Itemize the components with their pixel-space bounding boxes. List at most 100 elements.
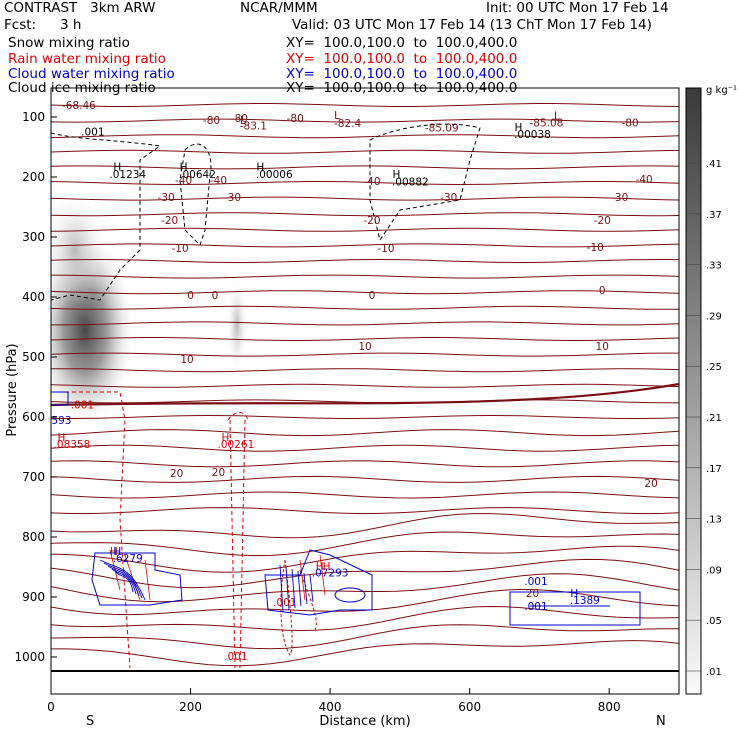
- y-tick-label: 1000: [14, 650, 45, 664]
- temperature-contour-line: [51, 290, 679, 295]
- contour-label: -40: [175, 175, 192, 187]
- contour-label: H: [316, 561, 324, 573]
- contour-label: .08358: [54, 439, 91, 451]
- contour-label: -80: [287, 113, 304, 125]
- temperature-contour-line: [51, 337, 679, 341]
- y-tick-label: 600: [22, 410, 45, 424]
- contour-label: -80: [231, 113, 248, 125]
- center-title: NCAR/MMM: [240, 0, 318, 16]
- contour-label: .001: [81, 127, 104, 139]
- contour-label: .01234: [109, 169, 146, 181]
- cloud-water-contour: [285, 566, 290, 611]
- temperature-contours: [51, 103, 679, 667]
- contour-label: .00642: [179, 169, 216, 181]
- temperature-contour-line: [51, 134, 679, 139]
- hydrometeor-contours: [51, 123, 641, 669]
- cloud-water-contour: [279, 564, 284, 613]
- temperature-contour-line: [51, 180, 679, 186]
- south-label: S: [86, 714, 94, 729]
- y-tick-label: 500: [22, 350, 45, 364]
- cloud-water-contour: [51, 391, 69, 406]
- colorbar-level: .09: [706, 565, 722, 576]
- field-name-rain: Rain water mixing ratio: [8, 51, 166, 67]
- contour-label: .00038: [514, 129, 551, 141]
- colorbar-level: .37: [706, 210, 722, 221]
- field-xy-snow: XY= 100.0,100.0 to 100.0,400.0: [286, 35, 518, 51]
- valid-time: Valid: 03 UTC Mon 17 Feb 14 (13 ChT Mon …: [292, 17, 652, 33]
- contour-labels: -80 -80 -80-80-40 -40 -40 -40-30 -30 -30 -30-20-…: [51, 100, 657, 663]
- temperature-contour-line: [51, 149, 679, 154]
- contour-label: L: [554, 110, 560, 122]
- north-label: N: [656, 714, 666, 729]
- cloud-water-contour: [103, 562, 143, 599]
- temperature-contour-line: [51, 258, 679, 264]
- y-tick-label: 800: [22, 530, 45, 544]
- colorbar-level: .33: [706, 261, 722, 272]
- cloud-water-contour: [111, 568, 137, 595]
- contour-label: .00261: [218, 439, 255, 451]
- contour-label: 593: [51, 415, 71, 427]
- temperature-contour-line: [51, 227, 679, 232]
- y-tick-label: 700: [22, 470, 45, 484]
- contour-label: .001: [71, 400, 94, 412]
- contour-label: 10: [358, 341, 371, 353]
- contour-label: -85.08: [529, 118, 563, 130]
- temperature-contour-line: [51, 212, 679, 217]
- contour-label: H: [515, 122, 523, 134]
- contour-label: 20: [212, 467, 225, 479]
- colorbar-level: .01: [706, 667, 722, 678]
- temperature-contour-line: [51, 475, 679, 483]
- colorbar-level: .21: [706, 413, 722, 424]
- colorbar-level: .41: [706, 159, 722, 170]
- x-tick-label: 200: [179, 700, 202, 714]
- temperature-contour-line: [51, 531, 679, 557]
- contour-label: -40: [636, 174, 653, 186]
- contour-label: H: [113, 161, 121, 173]
- contour-label: H: [256, 161, 264, 173]
- temperature-contour-line: [51, 118, 679, 123]
- rain-contour: [227, 412, 249, 669]
- contour-label: -10: [172, 243, 189, 255]
- colorbar-level: .25: [706, 362, 722, 373]
- temperature-contour-line: [51, 640, 679, 667]
- contour-label: -10: [377, 243, 394, 255]
- contour-label: -40: [363, 176, 380, 188]
- field-xy-cloud-water: XY= 100.0,100.0 to 100.0,400.0: [286, 66, 518, 82]
- contour-label: -20: [594, 215, 611, 227]
- contour-label: 20: [526, 588, 539, 600]
- contour-label: -83.1: [240, 121, 267, 133]
- contour-label: .00006: [256, 169, 293, 181]
- contour-label: -68.46: [62, 100, 96, 112]
- temperature-contour-line: [51, 429, 679, 437]
- cloud-water-contour: [303, 572, 308, 605]
- colorbar-unit: g kg⁻¹: [706, 85, 737, 96]
- contour-label: -40: [210, 175, 227, 187]
- colorbar: .01 .05 .09 .13 .17 .21 .25 .29 .33 .37 .41: [685, 87, 722, 695]
- cloud-water-contour: [509, 591, 641, 626]
- plot-frame: [50, 87, 680, 695]
- temperature-contour-line: [51, 383, 679, 388]
- contour-label: H: [180, 161, 188, 173]
- colorbar-bar: [685, 87, 702, 695]
- contour-label: H: [570, 588, 578, 600]
- temperature-contour-line: [51, 165, 679, 170]
- contour-label: .001: [524, 601, 547, 613]
- temperature-contour-line: [51, 573, 679, 603]
- x-tick-label: 800: [598, 700, 621, 714]
- temperature-contour-line: [51, 305, 679, 310]
- contour-label: .1389: [570, 595, 600, 607]
- temperature-contour-line: [51, 368, 679, 373]
- contour-label: -30: [158, 192, 175, 204]
- field-name-cloud-water: Cloud water mixing ratio: [8, 66, 175, 82]
- contour-label: -80: [622, 118, 639, 130]
- contour-label: 0: [212, 290, 219, 302]
- cloud-water-contour: [115, 571, 134, 593]
- contour-label: H: [221, 432, 229, 444]
- y-tick-label: 900: [22, 590, 45, 604]
- fcst-value: 3 h: [60, 17, 82, 33]
- model-title: CONTRAST 3km ARW: [4, 0, 156, 16]
- x-tick-label: 400: [319, 700, 342, 714]
- fcst-label: Fcst:: [4, 17, 37, 33]
- y-tick-label: 400: [22, 290, 45, 304]
- temperature-contour-line: [51, 321, 679, 326]
